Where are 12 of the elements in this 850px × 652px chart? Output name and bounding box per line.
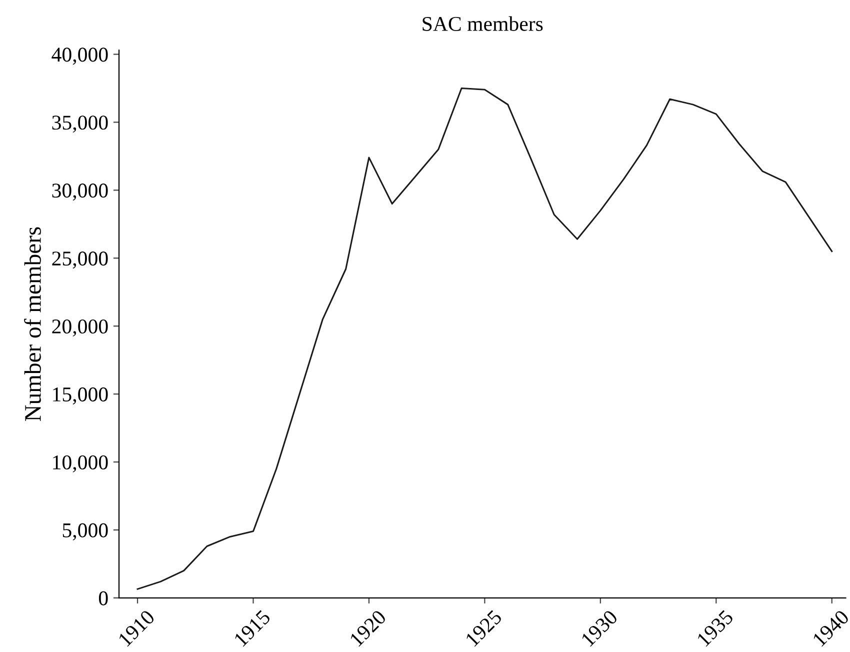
y-tick-label: 5,000 (62, 523, 108, 540)
chart-title: SAC members (422, 16, 543, 31)
line-series (136, 87, 833, 590)
y-tick-label: 15,000 (53, 387, 108, 404)
y-tick-label: 0 (98, 591, 108, 606)
y-axis-title: Number of members (24, 227, 41, 422)
y-tick-label: 10,000 (53, 455, 108, 472)
y-tick-label: 30,000 (52, 184, 108, 201)
y-tick-label: 40,000 (52, 48, 108, 65)
y-tick-label: 35,000 (52, 116, 108, 133)
y-tick-label: 25,000 (52, 252, 108, 269)
y-tick-label: 20,000 (52, 319, 108, 337)
